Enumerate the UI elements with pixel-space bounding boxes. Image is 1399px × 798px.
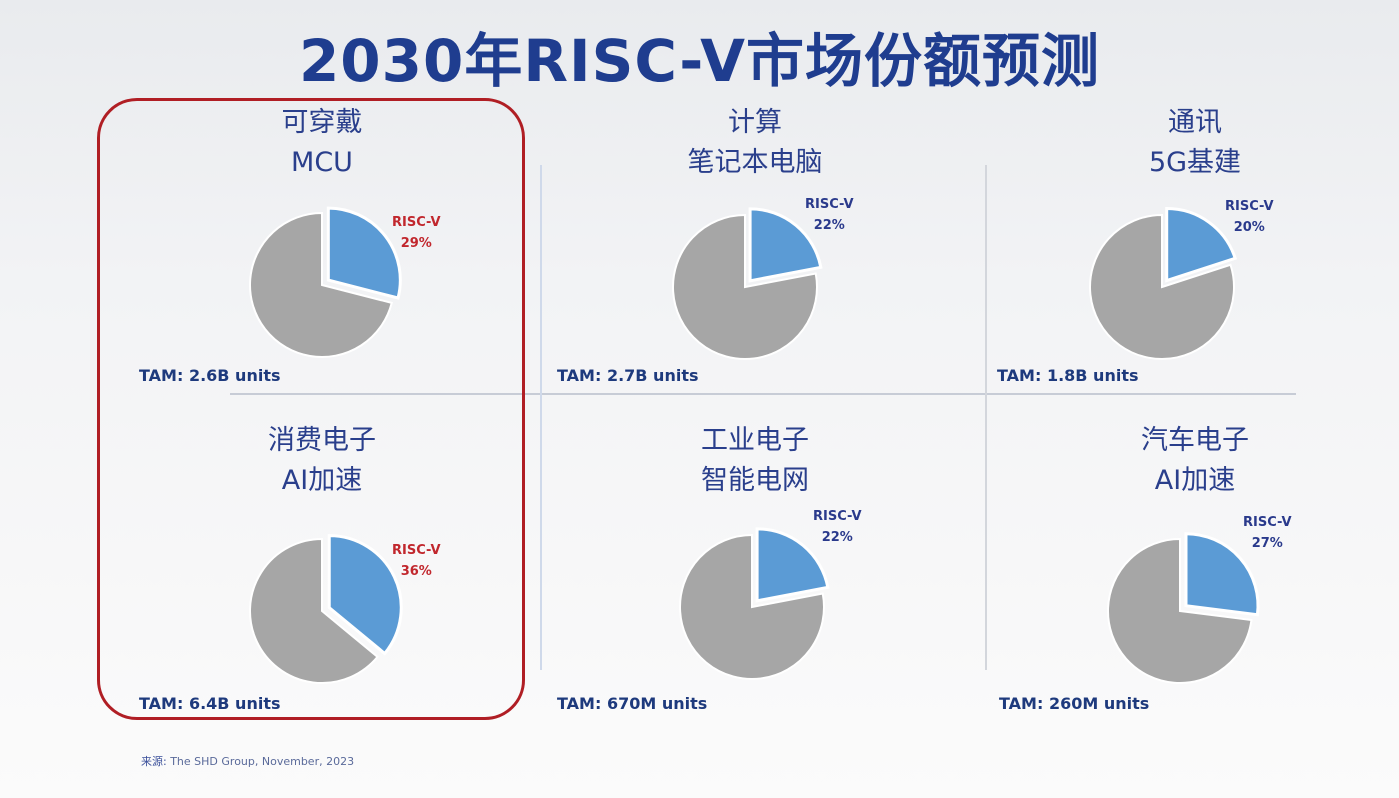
vertical-divider-left	[540, 165, 542, 670]
panel-title-line1: 消费电子	[268, 425, 376, 456]
pie-panel-automotive-ai: 汽车电子 AI加速 RISC-V 27% TAM: 260M units	[975, 422, 1399, 742]
risc-v-slice	[755, 527, 830, 603]
panel-title-line2: 智能电网	[701, 465, 809, 496]
panel-title-line1: 可穿戴	[281, 107, 363, 138]
risc-v-slice	[1184, 532, 1260, 617]
source-note: 来源: The SHD Group, November, 2023	[141, 755, 355, 768]
pie-panel-computing-laptop: 计算 笔记本电脑 RISC-V 22% TAM: 2.7B units	[535, 104, 975, 424]
risc-v-slice	[1165, 207, 1238, 283]
panel-title-line2: 笔记本电脑	[687, 147, 823, 178]
tam-label: TAM: 2.7B units	[557, 366, 699, 385]
risc-v-slice-label: RISC-V 22%	[813, 509, 862, 545]
risc-v-slice-label: RISC-V 29%	[392, 215, 441, 251]
panel-title-line2: AI加速	[281, 465, 363, 496]
risc-v-slice	[326, 206, 402, 300]
panel-title-line1: 工业电子	[701, 425, 809, 456]
other-slice	[1089, 213, 1235, 360]
pie-chart	[672, 207, 823, 360]
tam-label: TAM: 260M units	[999, 694, 1150, 713]
other-slice	[249, 537, 379, 684]
pie-chart	[1107, 532, 1260, 684]
risc-v-slice-label: RISC-V 27%	[1243, 515, 1292, 551]
pie-chart	[1089, 207, 1238, 360]
risc-v-slice-label: RISC-V 36%	[392, 543, 441, 579]
other-slice	[249, 211, 393, 358]
pie-chart	[679, 527, 830, 680]
panel-title-line2: AI加速	[1154, 465, 1236, 496]
risc-v-slice	[327, 534, 403, 656]
highlight-frame	[97, 98, 525, 720]
risc-v-slice-label: RISC-V 22%	[805, 197, 854, 233]
tam-label: TAM: 1.8B units	[997, 366, 1139, 385]
panel-title-line1: 汽车电子	[1141, 425, 1249, 456]
tam-label: TAM: 2.6B units	[139, 366, 281, 385]
tam-label: TAM: 670M units	[557, 694, 708, 713]
risc-v-slice	[748, 207, 823, 283]
tam-label: TAM: 6.4B units	[139, 694, 281, 713]
pie-panel-consumer-ai: 消费电子 AI加速 RISC-V 36% TAM: 6.4B units	[102, 422, 542, 742]
pie-panel-industrial-grid: 工业电子 智能电网 RISC-V 22% TAM: 670M units	[535, 422, 975, 742]
chart-title: 2030年RISC-V市场份额预测	[298, 27, 1101, 95]
other-slice	[1107, 537, 1253, 684]
pie-chart	[249, 206, 402, 358]
panel-title-line1: 计算	[728, 107, 782, 138]
pie-panel-comms-5g: 通讯 5G基建 RISC-V 20% TAM: 1.8B units	[975, 104, 1399, 424]
pie-panel-wearable-mcu: 可穿戴 MCU RISC-V 29% TAM: 2.6B units	[102, 104, 542, 424]
vertical-divider-right	[985, 165, 987, 670]
panel-title-line1: 通讯	[1168, 107, 1222, 138]
other-slice	[679, 533, 825, 680]
panel-title-line2: 5G基建	[1148, 147, 1242, 178]
other-slice	[672, 213, 818, 360]
horizontal-divider	[230, 393, 1296, 395]
pie-chart	[249, 534, 403, 684]
risc-v-slice-label: RISC-V 20%	[1225, 199, 1274, 235]
panel-title-line2: MCU	[291, 147, 353, 178]
